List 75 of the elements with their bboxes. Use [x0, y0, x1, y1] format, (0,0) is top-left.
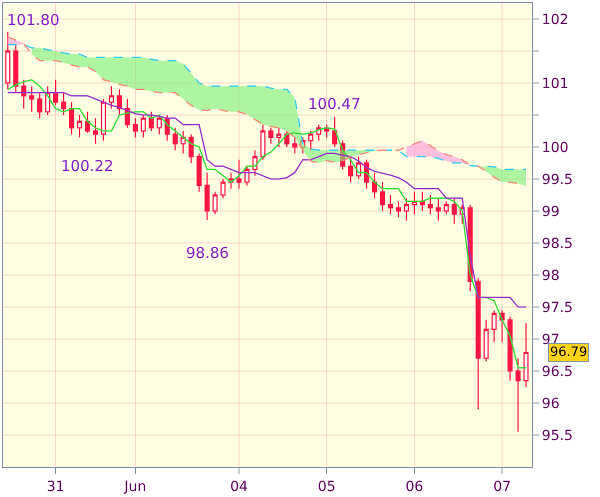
y-tick-label: 99 [542, 204, 560, 220]
candlestick [380, 182, 386, 212]
x-tick-label: 05 [318, 478, 336, 495]
annotation: 98.86 [186, 244, 229, 262]
line-series [7, 79, 527, 368]
candlestick [196, 152, 202, 192]
candlestick [37, 92, 42, 119]
candlestick [212, 191, 218, 215]
candlestick [420, 191, 425, 212]
candlestick [292, 136, 298, 154]
candlestick [452, 198, 457, 224]
annotation: 100.47 [308, 95, 360, 113]
candlestick [388, 194, 394, 215]
candlestick [396, 200, 402, 218]
candlestick [13, 44, 18, 94]
candlestick [276, 127, 282, 148]
candlestick [172, 127, 178, 151]
y-tick-label: 97.5 [542, 300, 573, 316]
candlestick [5, 31, 10, 90]
candlestick [444, 200, 449, 215]
annotation: 101.80 [7, 11, 60, 29]
line-series [7, 92, 527, 308]
candlestick [348, 156, 354, 183]
candlestick [260, 124, 266, 160]
x-tick-label: Jun [123, 478, 146, 495]
candlestick [92, 118, 98, 144]
candlestick [69, 102, 74, 135]
candlestick [404, 198, 409, 222]
text: 96.79 [550, 345, 588, 360]
y-tick-label: 99.5 [542, 172, 573, 188]
candlestick [268, 127, 274, 144]
candlestick [508, 316, 513, 382]
y-tick-label: 97 [542, 332, 560, 348]
candlestick [476, 278, 481, 410]
x-tick-label: 07 [493, 478, 512, 495]
y-tick-label: 96.5 [542, 364, 573, 380]
candlestick [76, 114, 82, 138]
candlestick [220, 178, 226, 199]
candlestick [148, 111, 154, 132]
y-tick-label: 98.5 [542, 236, 573, 252]
candlestick [21, 79, 26, 110]
candlestick [372, 172, 378, 199]
candlestick [204, 172, 210, 221]
candlestick [116, 88, 122, 116]
y-tick-label: 102 [542, 12, 569, 28]
candlestick [308, 130, 314, 151]
y-tick-label: 101 [542, 76, 569, 92]
candlestick [140, 114, 146, 138]
x-tick-label: 04 [230, 478, 248, 495]
x-tick-label: 06 [405, 478, 424, 495]
candlestick [515, 358, 521, 432]
candlestick [484, 319, 489, 362]
annotation: 100.22 [61, 157, 114, 175]
candlestick [100, 98, 106, 142]
y-tick-label: 98 [542, 268, 560, 284]
candlestick [492, 310, 497, 343]
candlestick [188, 134, 194, 164]
candlestick [61, 92, 66, 116]
candlestick [180, 130, 186, 154]
candlestick [53, 79, 58, 106]
candlestick [29, 86, 34, 112]
y-tick-label: 100 [542, 140, 569, 156]
candlestick [236, 159, 242, 190]
candlestick [332, 116, 338, 148]
x-tick-label: 31 [46, 478, 65, 495]
candlestick [412, 191, 417, 215]
candlestick [108, 86, 114, 110]
y-tick-label: 95.5 [542, 428, 573, 444]
candlestick [132, 118, 138, 138]
y-tick-label: 96 [542, 396, 560, 412]
candlestick [523, 322, 529, 388]
candlestick [84, 111, 90, 134]
candlestick [428, 194, 433, 215]
candlestick [436, 198, 441, 222]
candlestick [156, 114, 162, 135]
